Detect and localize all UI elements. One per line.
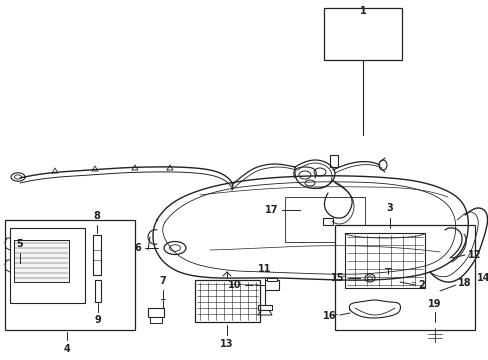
Bar (14, 240, 69, 282)
Text: 13: 13 (220, 339, 233, 349)
Text: 8: 8 (93, 211, 100, 221)
Bar (264, 280, 279, 290)
Bar (443, 254, 451, 268)
Bar (285, 197, 364, 242)
Bar (329, 155, 337, 167)
Text: 10: 10 (227, 280, 241, 290)
Text: 14: 14 (476, 273, 488, 283)
Text: 7: 7 (159, 276, 166, 286)
Bar (436, 302, 442, 306)
Text: 12: 12 (467, 250, 481, 260)
Bar (148, 308, 163, 317)
Text: 6: 6 (134, 243, 141, 253)
Bar (323, 218, 332, 225)
Text: 18: 18 (457, 278, 470, 288)
Bar (10, 228, 85, 303)
Bar (266, 278, 276, 281)
Bar (345, 233, 424, 288)
Text: 19: 19 (427, 299, 441, 309)
Bar (5, 220, 135, 330)
Text: 15: 15 (330, 273, 343, 283)
Text: 9: 9 (95, 315, 101, 325)
Text: 17: 17 (264, 205, 278, 215)
Bar (195, 280, 260, 322)
Bar (93, 235, 101, 275)
Text: 11: 11 (258, 264, 271, 274)
Text: 1: 1 (359, 6, 366, 16)
Bar (95, 280, 101, 302)
Bar (150, 317, 162, 323)
Bar (334, 225, 474, 330)
Text: 16: 16 (322, 311, 335, 321)
Bar (324, 8, 401, 60)
Text: 5: 5 (17, 239, 23, 249)
Text: 4: 4 (63, 344, 70, 354)
Text: 2: 2 (417, 280, 424, 290)
Text: 3: 3 (386, 203, 392, 213)
